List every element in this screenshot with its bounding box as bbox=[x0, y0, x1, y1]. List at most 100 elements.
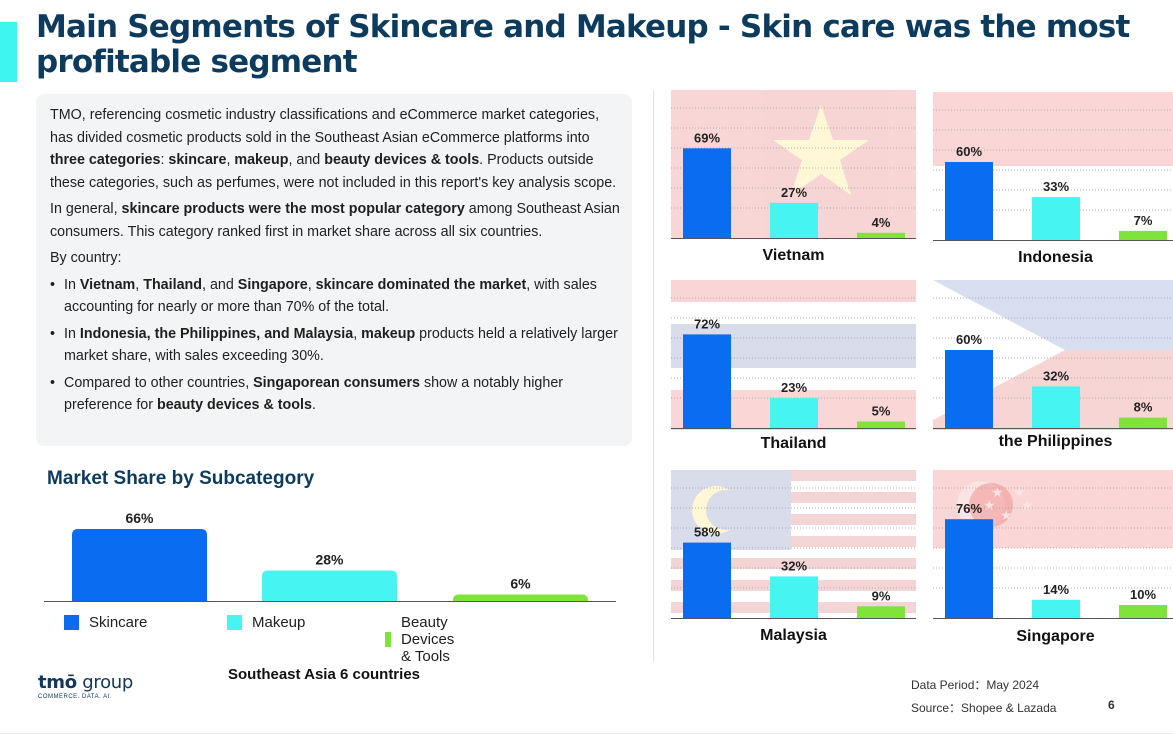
bar-makeup bbox=[770, 202, 818, 238]
bar-skincare bbox=[683, 148, 731, 238]
tmo-group-logo: tmō group COMMERCE. DATA. AI. bbox=[38, 672, 133, 700]
crescent-cutout bbox=[969, 483, 1013, 527]
crescent-icon bbox=[692, 486, 740, 534]
star-icon: ★ bbox=[983, 498, 996, 514]
star-icon: ★ bbox=[1013, 485, 1026, 501]
logo-wordmark: tmō group bbox=[38, 672, 134, 693]
data-label: 76% bbox=[956, 501, 982, 516]
legend-label: Beauty Devices & Tools bbox=[400, 614, 455, 665]
philippines-bar-chart: 60% 32% 8% bbox=[933, 280, 1173, 430]
bar-tools bbox=[1119, 417, 1167, 428]
flag-stripe bbox=[671, 492, 916, 503]
country-panel-indonesia: 60% 33% 7% Indonesia bbox=[933, 92, 1173, 282]
data-label: 60% bbox=[956, 332, 982, 347]
legend-label: Makeup bbox=[252, 614, 306, 631]
data-label: 10% bbox=[1130, 587, 1156, 602]
star-icon: ★ bbox=[1000, 508, 1013, 524]
thailand-bar-chart: 72% 23% 5% bbox=[671, 280, 916, 430]
data-label: 32% bbox=[1043, 368, 1069, 383]
bar-tools bbox=[1119, 605, 1167, 618]
country-name: Indonesia bbox=[1018, 249, 1093, 266]
bar-makeup bbox=[770, 576, 818, 618]
star-icon: ★ bbox=[991, 485, 1004, 501]
legend-item-skincare: Skincare bbox=[64, 614, 147, 631]
country-name: Malaysia bbox=[760, 627, 827, 644]
bar-makeup bbox=[1032, 386, 1080, 428]
bullet-item: In Vietnam, Thailand, and Singapore, ski… bbox=[50, 274, 620, 319]
flag-stripe bbox=[671, 558, 916, 569]
data-period: Data Period：May 2024 bbox=[911, 678, 1040, 692]
flag-stripe bbox=[671, 280, 916, 302]
country-panel-vietnam: 69% 27% 4% Vietnam bbox=[671, 90, 916, 280]
page-title: Main Segments of Skincare and Makeup - S… bbox=[36, 9, 1130, 80]
data-label: 8% bbox=[1134, 400, 1153, 415]
bar-makeup bbox=[770, 398, 818, 428]
legend-swatch-tools bbox=[385, 632, 391, 647]
country-panel-singapore: ★ ★ ★ ★ ★ 76% 14% 10% Singapore bbox=[933, 470, 1173, 660]
accent-bar bbox=[0, 22, 17, 82]
country-name: Thailand bbox=[760, 435, 827, 452]
bar-tools bbox=[857, 606, 905, 618]
flag-stripe bbox=[671, 470, 916, 481]
bar-skincare bbox=[683, 542, 731, 618]
bar-makeup bbox=[1032, 599, 1080, 618]
country-name: the Philippines bbox=[998, 433, 1113, 450]
summary-text-box: TMO, referencing cosmetic industry class… bbox=[36, 94, 632, 446]
crescent-cutout bbox=[706, 490, 746, 530]
flag-stripe bbox=[671, 536, 916, 547]
country-name: Vietnam bbox=[762, 247, 825, 264]
data-source: Source：Shopee & Lazada bbox=[911, 701, 1057, 715]
bar-skincare bbox=[72, 529, 207, 601]
bar-tools bbox=[1119, 230, 1167, 240]
legend-swatch-makeup bbox=[227, 615, 242, 630]
country-name: Singapore bbox=[1016, 628, 1095, 645]
bar-tools bbox=[453, 594, 588, 601]
indonesia-bar-chart: 60% 33% 7% bbox=[933, 92, 1173, 241]
legend-item-tools: Beauty Devices & Tools bbox=[385, 614, 463, 665]
bar-tools bbox=[857, 232, 905, 238]
data-label: 33% bbox=[1043, 179, 1069, 194]
data-label: 28% bbox=[315, 551, 344, 567]
bar-skincare bbox=[945, 519, 993, 618]
bullet-item: Compared to other countries, Singaporean… bbox=[50, 372, 620, 417]
data-label: 58% bbox=[694, 525, 720, 540]
logo-tagline: COMMERCE. DATA. AI. bbox=[38, 694, 112, 700]
data-label: 72% bbox=[694, 316, 720, 331]
star-icon: ★ bbox=[1021, 498, 1034, 514]
data-label: 27% bbox=[781, 185, 807, 200]
data-label: 14% bbox=[1043, 582, 1069, 597]
data-label: 7% bbox=[1134, 213, 1153, 228]
crescent-icon bbox=[957, 481, 1005, 529]
data-label: 66% bbox=[125, 510, 154, 526]
data-label: 9% bbox=[872, 588, 891, 603]
bar-makeup bbox=[1032, 197, 1080, 240]
data-label: 4% bbox=[872, 215, 891, 230]
data-label: 60% bbox=[956, 144, 982, 159]
country-panel-thailand: 72% 23% 5% Thailand bbox=[671, 280, 916, 470]
country-panel-philippines: 60% 32% 8% the Philippines bbox=[933, 280, 1173, 470]
summary-paragraph: In general, skincare products were the m… bbox=[50, 201, 620, 240]
bar-skincare bbox=[945, 350, 993, 428]
region-label: Southeast Asia 6 countries bbox=[228, 666, 420, 683]
summary-paragraph: By country: bbox=[50, 250, 122, 266]
page-number: 6 bbox=[1108, 698, 1115, 712]
bar-skincare bbox=[683, 334, 731, 428]
legend-label: Skincare bbox=[89, 614, 148, 631]
vietnam-bar-chart: 69% 27% 4% bbox=[671, 90, 916, 239]
flag-top bbox=[933, 92, 1173, 166]
legend-item-makeup: Makeup bbox=[227, 614, 305, 631]
flag-background bbox=[933, 92, 1173, 166]
bar-skincare bbox=[945, 162, 993, 240]
flag-canton bbox=[671, 470, 791, 550]
malaysia-bar-chart: 58% 32% 9% bbox=[671, 470, 916, 619]
data-label: 69% bbox=[694, 130, 720, 145]
country-bullet-list: In Vietnam, Thailand, and Singapore, ski… bbox=[50, 274, 620, 417]
chart-section-title: Market Share by Subcategory bbox=[47, 468, 315, 489]
legend-swatch-skincare bbox=[64, 615, 79, 630]
data-label: 5% bbox=[872, 404, 891, 419]
data-label: 6% bbox=[510, 575, 531, 591]
country-panel-malaysia: 58% 32% 9% Malaysia bbox=[671, 470, 916, 660]
column-divider bbox=[653, 90, 654, 662]
bar-tools bbox=[857, 421, 905, 428]
flag-emblem: ★ ★★★★ bbox=[957, 481, 1034, 529]
